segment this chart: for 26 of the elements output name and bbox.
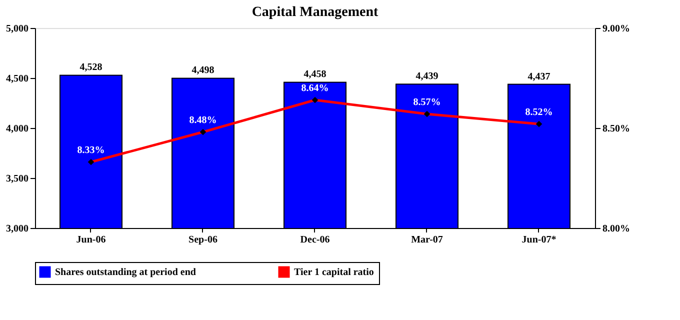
data-label: 4,528: [80, 62, 102, 74]
y2-tick-label: 8.00%: [602, 224, 630, 234]
y-tick-label: 5,000: [6, 24, 28, 34]
data-label: 4,458: [304, 69, 326, 80]
data-label: 4,437: [528, 71, 550, 82]
y-tick-label: 3,000: [6, 224, 28, 234]
data-label: 4,439: [416, 71, 438, 82]
legend-label: Tier 1 capital ratio: [294, 267, 374, 278]
x-tick-label: Jun-06: [76, 234, 106, 246]
y-tick-label: 4,500: [6, 74, 28, 84]
x-tick-label: Sep-06: [188, 234, 218, 246]
data-label: 8.48%: [189, 115, 217, 126]
data-label: 8.52%: [525, 107, 553, 118]
legend-label: Shares outstanding at period end: [55, 267, 196, 278]
y2-tick-label: 8.50%: [602, 124, 630, 134]
x-tick-label: Mar-07: [411, 234, 443, 246]
y-tick-label: 3,500: [6, 174, 28, 184]
data-label: 8.33%: [77, 145, 105, 156]
y-tick-label: 4,000: [6, 124, 28, 134]
x-tick-label: Jun-07*: [522, 234, 556, 246]
data-label: 8.57%: [413, 97, 441, 108]
data-label: 4,498: [192, 65, 214, 76]
data-label: 8.64%: [301, 83, 329, 94]
y2-tick-label: 9.00%: [602, 24, 630, 34]
x-tick-label: Dec-06: [300, 234, 330, 246]
chart-title: Capital Management: [252, 5, 379, 20]
